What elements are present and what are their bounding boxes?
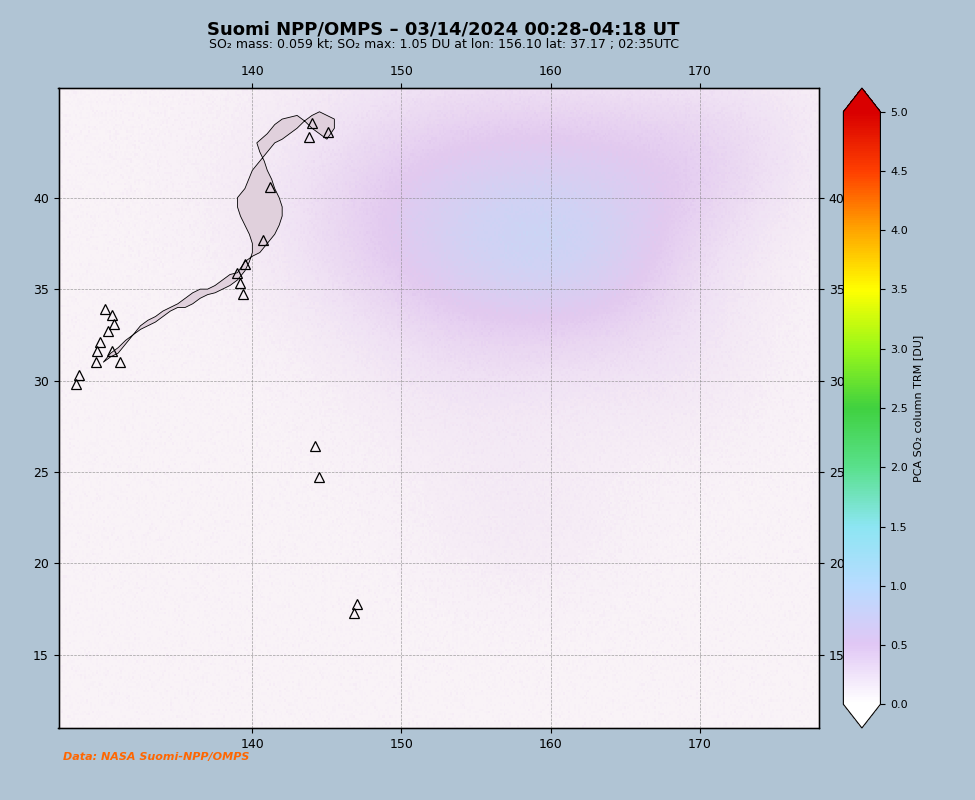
Polygon shape xyxy=(103,112,334,362)
Text: Suomi NPP/OMPS – 03/14/2024 00:28-04:18 UT: Suomi NPP/OMPS – 03/14/2024 00:28-04:18 … xyxy=(208,20,680,38)
PathPatch shape xyxy=(843,88,880,112)
Text: Data: NASA Suomi-NPP/OMPS: Data: NASA Suomi-NPP/OMPS xyxy=(63,752,250,762)
Y-axis label: PCA SO₂ column TRM [DU]: PCA SO₂ column TRM [DU] xyxy=(914,334,923,482)
Text: SO₂ mass: 0.059 kt; SO₂ max: 1.05 DU at lon: 156.10 lat: 37.17 ; 02:35UTC: SO₂ mass: 0.059 kt; SO₂ max: 1.05 DU at … xyxy=(209,38,679,51)
PathPatch shape xyxy=(843,704,880,728)
